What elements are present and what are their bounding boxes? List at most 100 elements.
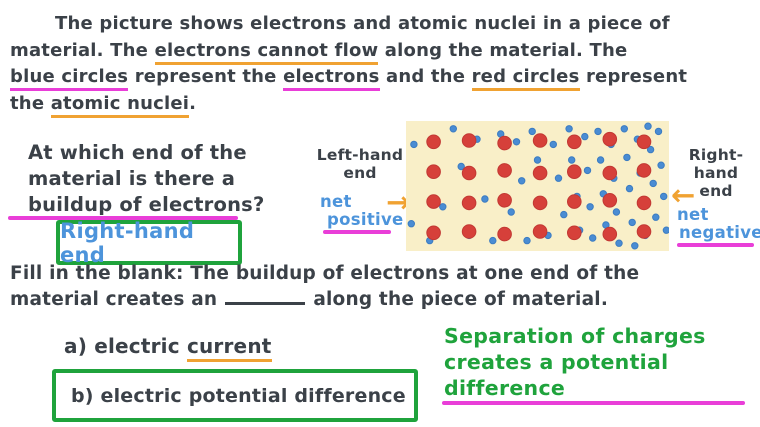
nucleus-dot: [636, 163, 652, 178]
nucleus-dot: [602, 131, 618, 147]
option-a: a) electric current: [64, 334, 272, 362]
nucleus-dot: [461, 195, 477, 211]
electron-dot: [654, 127, 663, 136]
nucleus-dot: [497, 193, 512, 208]
fill-line-2: material creates an along the piece of ma…: [10, 287, 639, 313]
nucleus-dot: [636, 195, 652, 211]
highlight-red-circles: red circles: [471, 66, 580, 91]
net-positive-line2: positive: [327, 209, 404, 229]
blank-line: [225, 290, 306, 305]
electron-dot: [586, 203, 594, 211]
electron-dot: [554, 174, 563, 182]
intro-text-segment: represent: [579, 66, 688, 87]
net-negative-line2: negative: [679, 222, 760, 242]
nucleus-dot: [426, 134, 441, 150]
nucleus-dot: [602, 165, 618, 181]
electron-dot: [623, 153, 631, 162]
intro-line-4: the atomic nuclei.: [10, 91, 755, 118]
electron-dot: [646, 145, 655, 154]
right-end-label-line1: Right-hand: [688, 146, 744, 182]
electron-dot: [583, 166, 592, 175]
electron-dot: [565, 125, 573, 133]
option-b-text: b) electric potential difference: [71, 384, 406, 407]
nucleus-dot: [567, 164, 582, 180]
intro-line-3: blue circles represent the electrons and…: [10, 64, 755, 91]
intro-text-segment: material. The: [10, 39, 155, 61]
electron-dot: [596, 156, 605, 164]
nucleus-dot: [636, 224, 652, 239]
electron-dot: [533, 156, 542, 164]
answer-box: Right-hand end: [56, 218, 242, 267]
nucleus-dot: [426, 164, 441, 180]
nucleus-dot: [602, 226, 618, 242]
nucleus-dot: [497, 163, 512, 178]
left-end-label: Left-hand end: [314, 146, 406, 182]
question-line-3: buildup of electrons?: [28, 193, 265, 216]
intro-text-segment: .: [189, 92, 197, 114]
electron-dot: [449, 125, 457, 133]
highlight-blue-circles: blue circles: [10, 66, 129, 91]
intro-text-segment: along the material. The: [378, 39, 628, 61]
answer-text: Right-hand end: [60, 218, 195, 267]
electron-dot: [439, 203, 447, 211]
intro-paragraph: The picture shows electrons and atomic n…: [10, 11, 755, 118]
electron-dot: [589, 234, 597, 242]
question-line-2: material is there a: [28, 167, 236, 190]
electron-dot: [660, 192, 668, 201]
nucleus-dot: [426, 225, 441, 241]
fill-text-segment: material creates an: [10, 289, 218, 310]
electron-dot: [612, 208, 621, 216]
electron-dot: [457, 162, 465, 171]
electron-dot: [507, 208, 515, 216]
nucleus-dot: [461, 165, 477, 181]
nucleus-dot: [426, 194, 441, 209]
nucleus-dot: [567, 194, 582, 209]
electron-dot: [410, 140, 418, 149]
nucleus-dot: [636, 134, 652, 150]
electron-dot: [512, 138, 521, 146]
fill-blank-paragraph: Fill in the blank: The buildup of electr…: [10, 261, 639, 313]
intro-text-segment: the: [10, 92, 51, 114]
particles-svg: [407, 122, 669, 250]
intro-text-segment: and the: [379, 66, 472, 87]
question-underline: [8, 216, 238, 220]
material-diagram: [406, 121, 669, 251]
right-end-label: Right-hand end: [672, 146, 760, 200]
note-line-1: Separation of charges: [444, 324, 706, 348]
electron-dot: [662, 226, 669, 234]
right-end-label-line2: end: [699, 182, 733, 200]
nucleus-dot: [461, 224, 477, 239]
electron-dot: [649, 179, 657, 188]
nucleus-dot: [497, 226, 512, 242]
option-a-underlined-word: current: [186, 334, 272, 362]
electron-dot: [581, 132, 589, 141]
nucleus-dot: [461, 133, 477, 148]
electron-dot: [620, 125, 629, 133]
highlight-electrons: electrons: [283, 66, 380, 91]
option-b: b) electric potential difference: [52, 369, 418, 422]
net-negative-line1: net: [677, 205, 709, 224]
left-end-label-line2: end: [343, 164, 377, 182]
nucleus-dot: [567, 225, 582, 241]
note-underline: [442, 401, 745, 405]
net-negative-underline: [677, 243, 754, 247]
note-line-3: difference: [444, 376, 566, 400]
intro-text-segment: represent the: [128, 66, 284, 87]
electron-dot: [594, 127, 602, 136]
highlight-atomic-nuclei: atomic nuclei: [50, 92, 190, 118]
nucleus-dot: [567, 134, 582, 150]
intro-line-1: The picture shows electrons and atomic n…: [55, 13, 670, 34]
intro-line-2: material. The electrons cannot flow alon…: [10, 38, 755, 65]
note-line-2: creates a potential: [444, 350, 669, 374]
electron-dot: [652, 213, 660, 221]
electron-dot: [568, 156, 576, 164]
electron-dot: [407, 220, 416, 228]
net-negative-label: net negative: [677, 206, 760, 241]
question-text: At which end of the material is there a …: [28, 140, 265, 218]
electron-dot: [560, 210, 568, 219]
net-negative-arrow-icon: ←: [671, 178, 696, 212]
question-line-1: At which end of the: [28, 141, 247, 164]
left-end-label-line1: Left-hand: [316, 146, 404, 164]
electron-dot: [628, 218, 636, 227]
nucleus-dot: [497, 135, 512, 151]
